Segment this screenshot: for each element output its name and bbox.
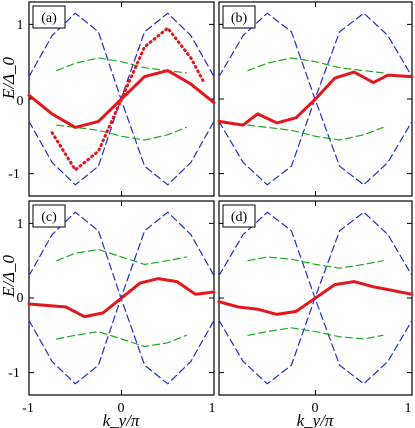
y-tick-label-bottom-0: 0 (17, 291, 24, 306)
panel-c-label-box (32, 204, 66, 228)
series-line-green-dashed (247, 327, 384, 340)
panel-a-label: (a) (41, 11, 57, 26)
x-axis-title-right: k_y/π (297, 411, 334, 428)
y-tick-label-top-neg1: -1 (8, 167, 20, 182)
series-line-blue-dashed (218, 12, 413, 186)
panel-c: (c) (27, 200, 216, 396)
panel-d: (d) (217, 200, 414, 396)
series-line-green-dashed (56, 248, 187, 265)
x-tick-label-right-1: 1 (405, 401, 412, 416)
panel-d-plot (217, 201, 414, 395)
panel-a-plot (27, 2, 216, 196)
series-line-red-dotted (50, 26, 207, 172)
series-line-green-dashed (56, 331, 187, 348)
panel-b-label: (b) (231, 11, 248, 26)
panel-c-label: (c) (41, 210, 57, 225)
series-line-green-dashed (56, 124, 187, 141)
panel-a-label-box (32, 5, 66, 29)
series-line-red-solid (217, 70, 414, 127)
y-tick-label-top-0: 0 (17, 94, 24, 109)
series-line-green-dashed (247, 57, 384, 74)
y-tick-labels-top: 1 0 -1 (8, 18, 23, 182)
y-tick-labels-bottom: 1 0 -1 (8, 217, 23, 381)
panel-d-label: (d) (231, 210, 248, 225)
panel-b-plot (217, 2, 414, 196)
y-axis-title-bottom: E/Δ_0 (0, 254, 18, 298)
panel-b: (b) (217, 1, 414, 197)
x-tick-label-left-1: 1 (209, 401, 216, 416)
y-axis-title-top: E/Δ_0 (0, 56, 18, 100)
x-tick-label-left-neg1: -1 (22, 401, 34, 416)
x-tick-label-left-0: 0 (118, 401, 125, 416)
series-line-green-dashed (247, 256, 384, 269)
y-tick-label-top-1: 1 (17, 18, 24, 33)
series-line-green-dashed (247, 124, 384, 141)
series-line-red-solid (27, 277, 216, 319)
y-tick-label-bottom-1: 1 (17, 217, 24, 232)
x-tick-labels-left: -1 0 1 (22, 401, 215, 416)
panel-b-label-box (222, 5, 256, 29)
panel-a: (a) (27, 1, 216, 197)
panel-c-plot (27, 201, 216, 395)
series-line-blue-dashed (218, 211, 413, 385)
x-axis-title-left: k_y/π (103, 411, 140, 428)
series-line-red-solid (217, 280, 414, 316)
panel-d-label-box (222, 204, 256, 228)
x-tick-label-right-0: 0 (312, 401, 319, 416)
y-tick-label-bottom-neg1: -1 (8, 366, 20, 381)
x-tick-labels-right: 0 1 (312, 401, 412, 416)
